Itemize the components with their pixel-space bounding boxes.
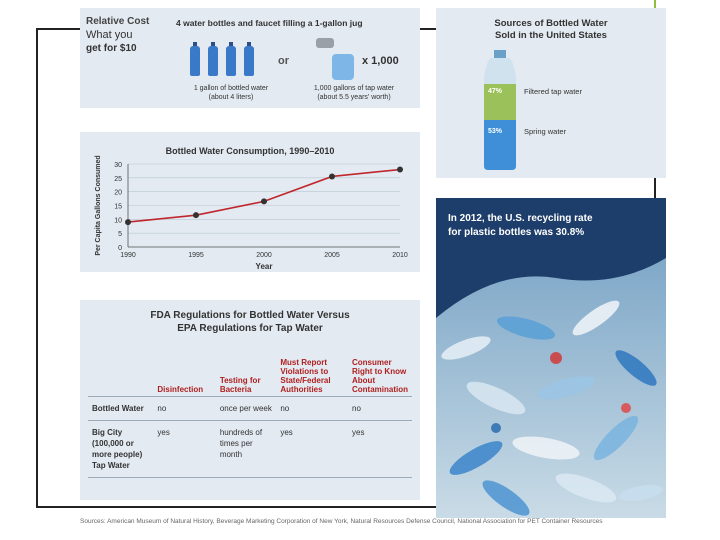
x-tick-label: 1995 [188,252,204,259]
cell: once per week [215,396,277,421]
data-point [397,166,403,173]
data-point [193,212,199,219]
caption-tap-line2: (about 5.5 years' worth) [317,94,391,101]
filtered-percent: 47% [488,88,503,95]
bottle-icon [244,42,254,76]
faucet-icon [316,38,334,48]
chart-title: Bottled Water Consumption, 1990–2010 [165,146,335,156]
data-point [329,173,335,180]
caption-tap: 1,000 gallons of tap water (about 5.5 ye… [294,84,414,102]
cell: no [348,396,412,421]
sources-title-1: Sources of Bottled Water [494,18,608,29]
consumption-chart-panel: Bottled Water Consumption, 1990–2010 0 5 1… [80,132,420,272]
spring-percent: 53% [488,128,503,135]
y-tick-label: 20 [114,190,122,197]
table-header-row: Disinfection Testing for Bacteria Must R… [88,356,412,397]
spring-fill [484,120,516,170]
bottle-icon [208,42,218,76]
relative-cost-panel: Relative Cost What you get for $10 4 wat… [80,8,420,108]
table-row: Big City (100,000 or more people) Tap Wa… [88,420,412,478]
caption-bottled-line2: (about 4 liters) [208,94,254,101]
recycling-line-2: for plastic bottles was 30.8% [448,227,585,238]
table-corner [88,356,154,397]
regulations-title-2: EPA Regulations for Tap Water [177,323,323,334]
x-tick-label: 2000 [256,252,272,259]
y-tick-label: 10 [114,217,122,224]
x-tick-label: 1990 [120,252,136,259]
relative-cost-headline: 4 water bottles and faucet filling a 1-g… [176,18,363,28]
regulations-title-1: FDA Regulations for Bottled Water Versus [150,310,350,321]
line-chart: 0 5 10 15 20 25 30 1990 1995 2000 2005 2010 Year Per … [95,155,408,271]
col-header: Consumer Right to Know About Contaminati… [348,356,412,397]
relative-cost-subtitle-1: What you [86,29,133,41]
multiplier-label: x 1,000 [362,55,399,67]
regulations-table: Disinfection Testing for Bacteria Must R… [88,356,412,478]
x-tick-label: 2010 [392,252,408,259]
caption-bottled-line1: 1 gallon of bottled water [193,85,269,92]
jug-icon [332,54,354,80]
cell: yes [348,420,412,478]
relative-cost-title: Relative Cost [86,16,150,27]
y-tick-label: 25 [114,176,122,183]
relative-cost-subtitle-2: get for $10 [86,43,137,54]
series-line [127,168,401,223]
bottle-icon [190,42,200,76]
sources-panel: Sources of Bottled Water Sold in the Uni… [436,8,666,178]
filtered-label: Filtered tap water [524,87,582,96]
caption-bottled: 1 gallon of bottled water (about 4 liter… [176,84,286,102]
regulations-panel: FDA Regulations for Bottled Water Versus… [80,300,420,500]
spring-label: Spring water [524,127,567,136]
row-label: Bottled Water [88,396,154,421]
or-label: or [278,55,289,67]
cell: no [276,396,348,421]
cell: yes [153,420,216,478]
filtered-fill [484,84,516,120]
x-tick-label: 2005 [324,252,340,259]
y-tick-label: 5 [118,231,122,238]
cell: no [153,396,216,421]
row-label: Big City (100,000 or more people) Tap Wa… [88,420,154,478]
x-axis-label: Year [256,262,273,271]
sources-title-2: Sold in the United States [495,30,607,41]
recycling-photo-panel: In 2012, the U.S. recycling rate for pla… [436,198,666,518]
table-row: Bottled Water no once per week no no [88,396,412,421]
y-tick-label: 15 [114,204,122,211]
bottle-pile-image [436,258,666,518]
y-tick-label: 30 [114,162,122,169]
y-axis-label: Per Capita Gallons Consumed [95,155,102,255]
col-header: Testing for Bacteria [215,356,277,397]
data-point [261,198,267,205]
data-point [125,219,131,226]
caption-tap-line1: 1,000 gallons of tap water [313,85,395,92]
source-note: Sources: American Museum of Natural Hist… [80,518,603,525]
cell: hundreds of times per month [215,420,277,478]
col-header: Must Report Violations to State/Federal … [276,356,348,397]
water-bottle-graphic [484,50,516,170]
y-tick-label: 0 [118,245,122,252]
recycling-line-1: In 2012, the U.S. recycling rate [448,213,593,224]
col-header: Disinfection [153,356,216,397]
slide-top-band [0,0,720,8]
cell: yes [276,420,348,478]
bottle-icon [226,42,236,76]
